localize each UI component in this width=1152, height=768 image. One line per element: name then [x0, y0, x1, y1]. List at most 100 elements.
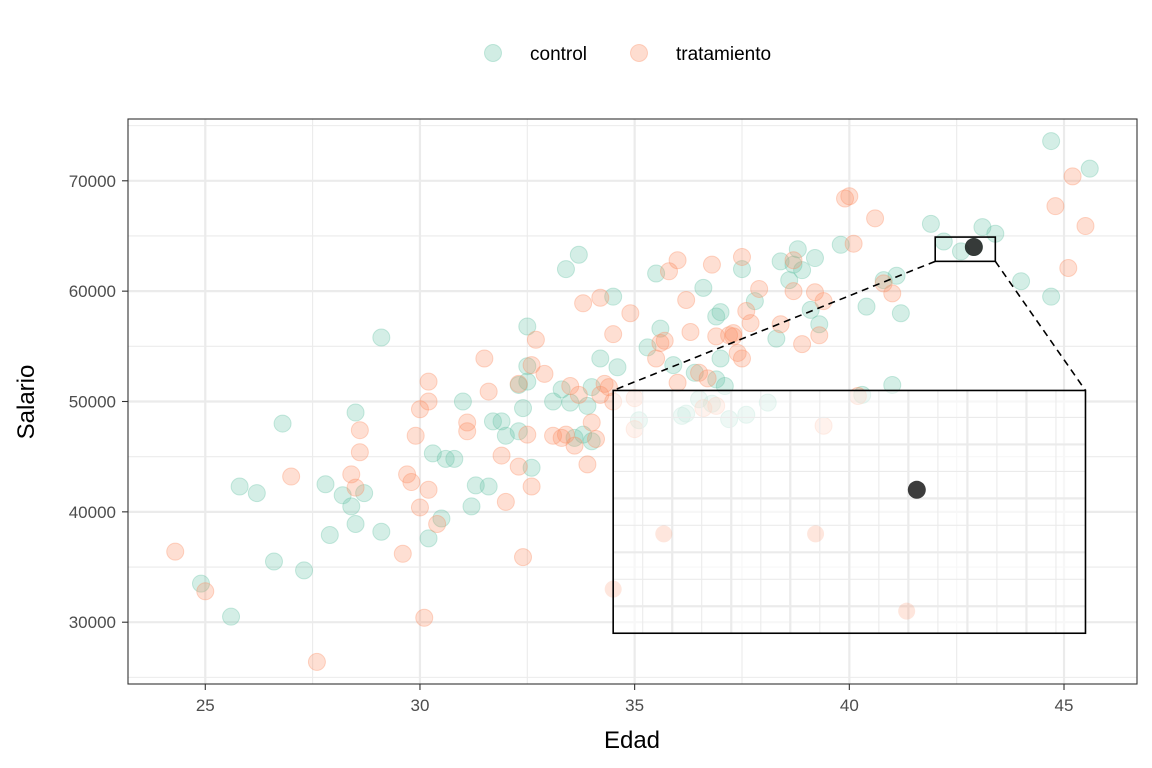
point-tratamiento [844, 234, 863, 253]
point-tratamiento [479, 382, 498, 401]
point-tratamiento [655, 331, 674, 350]
point-control [247, 484, 266, 503]
point-control [638, 338, 657, 357]
point-tratamiento [1046, 197, 1065, 216]
point-control [647, 264, 666, 283]
point-control [788, 240, 807, 259]
point-control [591, 349, 610, 368]
legend-label-control: control [530, 44, 587, 65]
point-control [544, 392, 563, 411]
point-tratamiento [398, 465, 417, 484]
point-tratamiento [724, 327, 743, 346]
point-control [372, 328, 391, 347]
point-control [857, 297, 876, 316]
x-tick-label: 40 [840, 696, 859, 715]
point-control [694, 278, 713, 297]
point-tratamiento [578, 455, 597, 474]
point-tratamiento [840, 187, 859, 206]
point-tratamiento [522, 477, 541, 496]
point-control [582, 378, 601, 397]
point-tratamiento [647, 349, 666, 368]
point-control [891, 304, 910, 323]
inset-point [898, 602, 916, 620]
point-tratamiento [552, 428, 571, 447]
point-control [333, 486, 352, 505]
point-tratamiento [784, 251, 803, 270]
point-control [732, 260, 751, 279]
point-control [483, 412, 502, 431]
point-control [316, 475, 335, 494]
y-tick-label: 70000 [69, 172, 116, 191]
point-control [509, 375, 528, 394]
x-axis-title: Edad [604, 727, 660, 754]
point-tratamiento [698, 369, 717, 388]
y-tick-label: 40000 [69, 503, 116, 522]
point-control [462, 497, 481, 516]
point-control [295, 561, 314, 580]
point-tratamiento [732, 247, 751, 266]
point-tratamiento [496, 492, 515, 511]
point-control [831, 235, 850, 254]
point-tratamiento [526, 330, 545, 349]
highlight-point [964, 238, 983, 257]
point-control [578, 396, 597, 415]
point-tratamiento [574, 294, 593, 313]
inset-point [807, 525, 825, 543]
point-tratamiento [866, 209, 885, 228]
point-tratamiento [621, 304, 640, 323]
point-tratamiento [350, 421, 369, 440]
point-tratamiento [166, 542, 185, 561]
point-control [346, 514, 365, 533]
point-control [419, 529, 438, 548]
point-control [346, 403, 365, 422]
point-tratamiento [406, 426, 425, 445]
point-tratamiento [419, 480, 438, 499]
point-tratamiento [1076, 217, 1095, 236]
point-control [222, 607, 241, 626]
point-control [466, 476, 485, 495]
point-tratamiento [690, 363, 709, 382]
point-tratamiento [492, 446, 511, 465]
point-control [509, 422, 528, 441]
point-control [921, 214, 940, 233]
point-tratamiento [307, 652, 326, 671]
point-control [492, 412, 511, 431]
zoom-box [934, 236, 997, 263]
point-control [273, 414, 292, 433]
point-tratamiento [805, 283, 824, 302]
y-axis-title: Salario [13, 365, 40, 440]
point-control [436, 449, 455, 468]
point-control [780, 271, 799, 290]
point-control [1012, 272, 1031, 291]
point-tratamiento [350, 443, 369, 462]
point-control [608, 358, 627, 377]
point-control [711, 303, 730, 322]
point-tratamiento [728, 343, 747, 362]
point-tratamiento [565, 436, 584, 455]
point-control [771, 252, 790, 271]
point-control [479, 477, 498, 496]
point-tratamiento [419, 372, 438, 391]
point-tratamiento [561, 377, 580, 396]
point-tratamiento [587, 430, 606, 449]
point-tratamiento [784, 282, 803, 301]
point-tratamiento [659, 262, 678, 281]
point-control [973, 218, 992, 237]
point-control [432, 509, 451, 528]
point-control [552, 380, 571, 399]
point-control [355, 484, 374, 503]
point-control [453, 392, 472, 411]
point-control [569, 245, 588, 264]
point-tratamiento [518, 425, 537, 444]
point-tratamiento [544, 426, 563, 445]
point-control [711, 349, 730, 368]
point-control [342, 497, 361, 516]
point-tratamiento [522, 356, 541, 375]
point-control [707, 307, 726, 326]
point-tratamiento [604, 325, 623, 344]
point-control [805, 249, 824, 268]
point-tratamiento [514, 548, 533, 567]
point-control [651, 319, 670, 338]
point-tratamiento [410, 400, 429, 419]
point-control [664, 356, 683, 375]
